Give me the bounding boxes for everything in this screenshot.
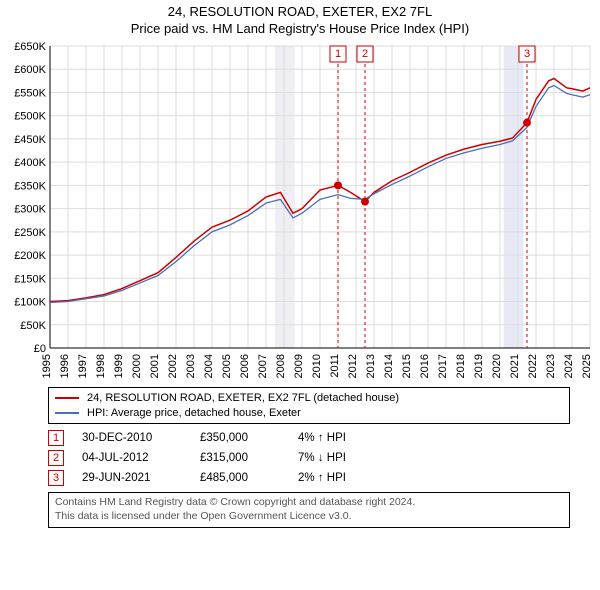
y-tick-label: £650K — [14, 41, 46, 53]
x-tick-label: 2008 — [275, 354, 287, 378]
x-tick-label: 2010 — [311, 354, 323, 378]
svg-text:1: 1 — [335, 48, 341, 60]
events-table: 1 30-DEC-2010 £350,000 4% ↑ HPI 2 04-JUL-2012… — [48, 430, 570, 486]
event-marker: 2 — [48, 450, 64, 466]
x-tick-label: 2000 — [131, 354, 143, 378]
y-tick-label: £250K — [14, 227, 46, 239]
x-tick-label: 2007 — [257, 354, 269, 378]
x-tick-label: 1998 — [95, 354, 107, 378]
x-tick-label: 2018 — [455, 354, 467, 378]
event-point — [361, 197, 369, 205]
legend-label: HPI: Average price, detached house, Exet… — [87, 406, 301, 421]
x-tick-label: 2020 — [491, 354, 503, 378]
x-tick-label: 2025 — [581, 354, 593, 378]
event-delta: 7% ↓ HPI — [298, 452, 398, 464]
y-tick-label: £200K — [14, 250, 46, 262]
y-tick-label: £300K — [14, 203, 46, 215]
event-point — [523, 118, 531, 126]
event-delta: 2% ↑ HPI — [298, 472, 398, 484]
y-tick-label: £450K — [14, 134, 46, 146]
y-tick-label: £350K — [14, 180, 46, 192]
chart-svg: £0 £50K £100K £150K £200K £250K £300K £350K £400… — [0, 38, 600, 383]
event-marker: 1 — [48, 430, 64, 446]
x-tick-label: 2005 — [221, 354, 233, 378]
svg-text:2: 2 — [362, 48, 368, 60]
event-delta: 4% ↑ HPI — [298, 432, 398, 444]
y-tick-label: £550K — [14, 87, 46, 99]
x-tick-label: 2015 — [401, 354, 413, 378]
y-tick-label: £500K — [14, 110, 46, 122]
attribution: Contains HM Land Registry data © Crown c… — [48, 492, 570, 527]
x-tick-label: 2023 — [545, 354, 557, 378]
x-tick-label: 2002 — [167, 354, 179, 378]
event-row: 2 04-JUL-2012 £315,000 7% ↓ HPI — [48, 450, 570, 466]
event-date: 04-JUL-2012 — [82, 452, 182, 464]
x-tick-label: 2021 — [509, 354, 521, 378]
chart-area: £0 £50K £100K £150K £200K £250K £300K £350K £400… — [0, 38, 600, 383]
y-tick-label: £0 — [34, 343, 46, 355]
x-tick-label: 2004 — [203, 354, 215, 378]
event-date: 29-JUN-2021 — [82, 472, 182, 484]
event-row: 1 30-DEC-2010 £350,000 4% ↑ HPI — [48, 430, 570, 446]
y-tick-label: £50K — [20, 320, 46, 332]
x-tick-label: 2001 — [149, 354, 161, 378]
x-tick-label: 2006 — [239, 354, 251, 378]
x-tick-label: 2019 — [473, 354, 485, 378]
x-tick-label: 1996 — [59, 354, 71, 378]
y-tick-label: £100K — [14, 296, 46, 308]
title-line-2: Price paid vs. HM Land Registry's House … — [0, 21, 600, 38]
legend: 24, RESOLUTION ROAD, EXETER, EX2 7FL (de… — [48, 387, 570, 425]
x-tick-label: 1997 — [77, 354, 89, 378]
event-row: 3 29-JUN-2021 £485,000 2% ↑ HPI — [48, 470, 570, 486]
legend-swatch — [55, 397, 79, 399]
x-tick-label: 2017 — [437, 354, 449, 378]
attribution-line-1: Contains HM Land Registry data © Crown c… — [55, 496, 563, 510]
legend-row: HPI: Average price, detached house, Exet… — [55, 406, 563, 421]
attribution-line-2: This data is licensed under the Open Gov… — [55, 510, 563, 524]
event-price: £315,000 — [200, 452, 280, 464]
x-tick-label: 2003 — [185, 354, 197, 378]
legend-row: 24, RESOLUTION ROAD, EXETER, EX2 7FL (de… — [55, 391, 563, 406]
title-line-1: 24, RESOLUTION ROAD, EXETER, EX2 7FL — [0, 4, 600, 21]
x-tick-label: 2009 — [293, 354, 305, 378]
event-price: £350,000 — [200, 432, 280, 444]
x-tick-label: 2011 — [329, 354, 341, 378]
x-tick-label: 2012 — [347, 354, 359, 378]
legend-label: 24, RESOLUTION ROAD, EXETER, EX2 7FL (de… — [87, 391, 399, 406]
svg-text:3: 3 — [524, 48, 530, 60]
legend-swatch — [55, 412, 79, 414]
x-tick-label: 1999 — [113, 354, 125, 378]
y-tick-label: £600K — [14, 64, 46, 76]
x-tick-label: 2013 — [365, 354, 377, 378]
y-tick-label: £150K — [14, 273, 46, 285]
x-tick-label: 2022 — [527, 354, 539, 378]
event-point — [334, 181, 342, 189]
event-price: £485,000 — [200, 472, 280, 484]
event-marker: 3 — [48, 470, 64, 486]
x-tick-label: 2024 — [563, 354, 575, 378]
x-tick-label: 2014 — [383, 354, 395, 378]
x-tick-label: 2016 — [419, 354, 431, 378]
event-date: 30-DEC-2010 — [82, 432, 182, 444]
chart-title-block: 24, RESOLUTION ROAD, EXETER, EX2 7FL Pri… — [0, 0, 600, 38]
x-tick-label: 1995 — [41, 354, 53, 378]
y-tick-label: £400K — [14, 157, 46, 169]
